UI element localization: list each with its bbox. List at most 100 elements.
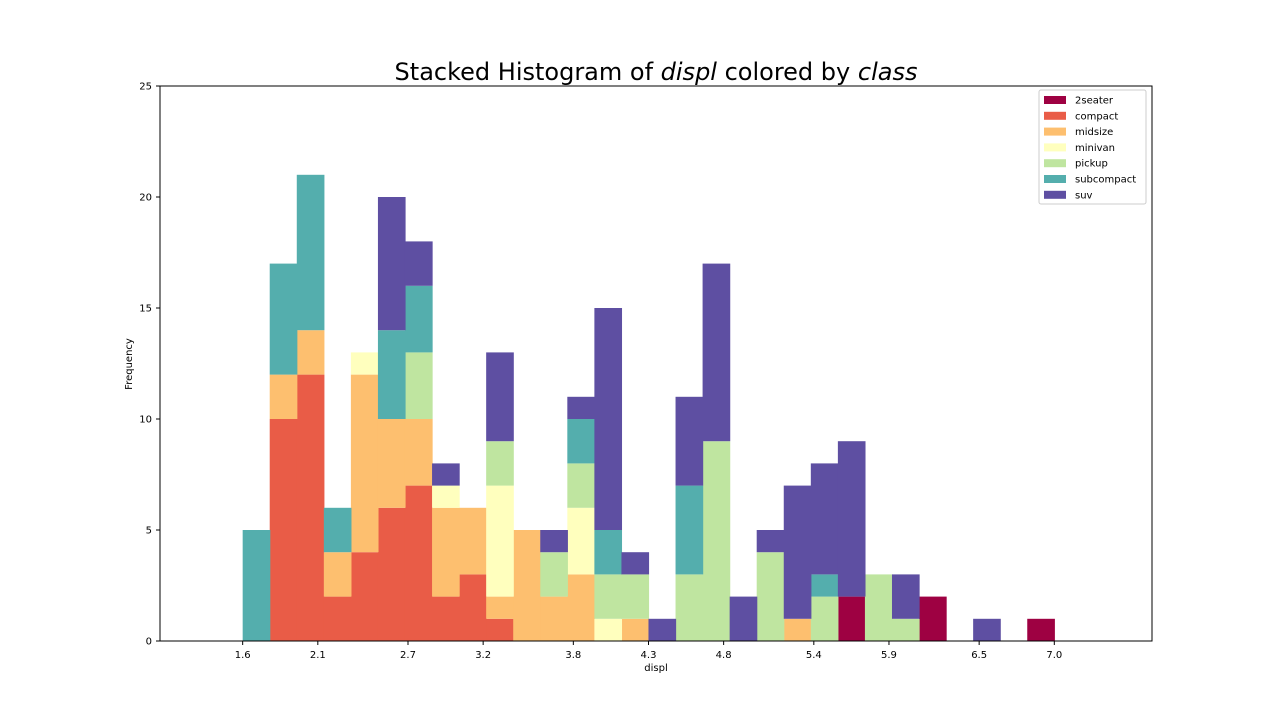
bar-suv-bin-7 [432, 463, 460, 486]
bar-compact-bin-1 [269, 419, 298, 641]
bar-subcompact-bin-1 [269, 263, 298, 375]
bar-compact-bin-4 [350, 552, 379, 641]
chart-title-part: class [858, 58, 918, 86]
series-compact [269, 374, 514, 641]
bar-midsize-bin-11 [540, 596, 568, 641]
legend-label-compact: compact [1075, 111, 1118, 122]
bar-suv-bin-18 [729, 596, 758, 641]
legend-entries: 2seater compact midsize minivan pickup subcom… [1044, 96, 1136, 201]
bar-compact-bin-8 [459, 574, 487, 641]
series-midsize [269, 330, 812, 641]
x-axis: 1.6 2.1 2.7 3.2 3.8 4.3 4.8 5.4 5.9 6.5 7.0 [235, 641, 1062, 661]
legend-swatch-midsize [1044, 127, 1066, 136]
bar-pickup-bin-13 [594, 574, 623, 619]
x-tick-label: 4.8 [716, 650, 732, 661]
bar-suv-bin-27 [973, 618, 1001, 641]
y-tick-label: 5 [146, 526, 152, 537]
y-tick-label: 20 [139, 193, 152, 204]
legend-label-2seater: 2seater [1075, 96, 1114, 107]
chart-title: Stacked Histogram of displ colored by cl… [395, 58, 918, 86]
bar-compact-bin-7 [432, 596, 460, 641]
bar-2seater-bin-29 [1027, 618, 1055, 641]
bar-midsize-bin-8 [459, 507, 487, 575]
bar-pickup-bin-17 [702, 441, 731, 641]
bar-midsize-bin-1 [269, 374, 298, 419]
legend-label-suv: suv [1075, 190, 1093, 201]
bar-suv-bin-17 [702, 263, 731, 442]
y-tick-label: 10 [139, 415, 152, 426]
legend-swatch-2seater [1044, 96, 1066, 104]
y-tick-label: 25 [139, 82, 152, 93]
bar-midsize-bin-6 [404, 419, 433, 486]
bar-pickup-bin-21 [810, 596, 839, 641]
bar-2seater-bin-22 [837, 596, 866, 641]
bar-suv-bin-11 [540, 530, 568, 553]
y-axis-label: Frequency [124, 338, 135, 390]
x-axis-label: displ [644, 663, 667, 674]
bar-suv-bin-15 [648, 618, 677, 641]
x-tick-label: 5.9 [881, 650, 897, 661]
bar-pickup-bin-23 [864, 574, 893, 641]
series-minivan [350, 352, 623, 641]
bar-suv-bin-12 [567, 396, 595, 419]
bar-minivan-bin-13 [594, 618, 623, 641]
bar-compact-bin-2 [296, 374, 325, 641]
x-tick-label: 2.7 [400, 650, 416, 661]
chart-title-part: Stacked Histogram of [395, 58, 661, 86]
bar-suv-bin-9 [486, 352, 514, 442]
bar-suv-bin-21 [810, 463, 839, 575]
bar-subcompact-bin-12 [567, 419, 595, 464]
legend: 2seater compact midsize minivan pickup subcom… [1038, 89, 1147, 205]
bar-midsize-bin-3 [323, 552, 352, 597]
series-pickup [404, 352, 920, 641]
chart-title-part: displ [661, 58, 718, 86]
bar-subcompact-bin-5 [377, 330, 406, 419]
bar-midsize-bin-10 [513, 530, 541, 641]
bar-subcompact-bin-0 [242, 530, 271, 641]
bar-midsize-bin-5 [377, 419, 406, 508]
y-tick-label: 15 [139, 304, 152, 315]
legend-label-minivan: minivan [1075, 143, 1115, 154]
legend-label-pickup: pickup [1075, 159, 1108, 170]
bar-pickup-bin-24 [891, 618, 920, 641]
bar-minivan-bin-9 [486, 485, 514, 597]
bar-subcompact-bin-16 [675, 485, 704, 575]
bar-pickup-bin-12 [567, 463, 595, 508]
bar-subcompact-bin-2 [296, 174, 325, 331]
bar-subcompact-bin-6 [404, 285, 433, 353]
x-tick-label: 7.0 [1046, 650, 1062, 661]
x-tick-label: 2.1 [310, 650, 326, 661]
bar-subcompact-bin-21 [810, 574, 839, 597]
x-tick-label: 5.4 [806, 650, 822, 661]
bar-suv-bin-5 [377, 197, 406, 331]
legend-swatch-minivan [1044, 143, 1066, 152]
bar-pickup-bin-16 [675, 574, 704, 641]
bar-midsize-bin-9 [486, 596, 514, 619]
bar-suv-bin-24 [891, 574, 920, 619]
series-2seater [837, 596, 1055, 641]
bar-subcompact-bin-3 [323, 507, 352, 553]
bar-2seater-bin-25 [919, 596, 947, 641]
x-tick-label: 3.8 [565, 650, 581, 661]
bar-subcompact-bin-13 [594, 530, 623, 575]
bar-suv-bin-20 [783, 485, 812, 619]
legend-swatch-subcompact [1044, 175, 1066, 183]
bar-compact-bin-6 [404, 485, 433, 641]
bar-suv-bin-13 [594, 308, 623, 530]
bar-pickup-bin-11 [540, 552, 568, 597]
chart-title-part: colored by [717, 58, 858, 86]
legend-label-subcompact: subcompact [1075, 175, 1136, 186]
legend-swatch-compact [1044, 111, 1066, 120]
bar-suv-bin-14 [621, 552, 650, 575]
y-axis: 0 5 10 15 20 25 [139, 82, 160, 648]
bar-minivan-bin-4 [350, 352, 379, 375]
series-subcompact [242, 174, 839, 641]
x-tick-label: 1.6 [235, 650, 251, 661]
bar-midsize-bin-14 [621, 618, 650, 641]
bar-suv-bin-22 [837, 441, 866, 597]
bar-compact-bin-9 [486, 618, 514, 641]
bar-midsize-bin-2 [296, 330, 325, 375]
bar-pickup-bin-14 [621, 574, 650, 619]
